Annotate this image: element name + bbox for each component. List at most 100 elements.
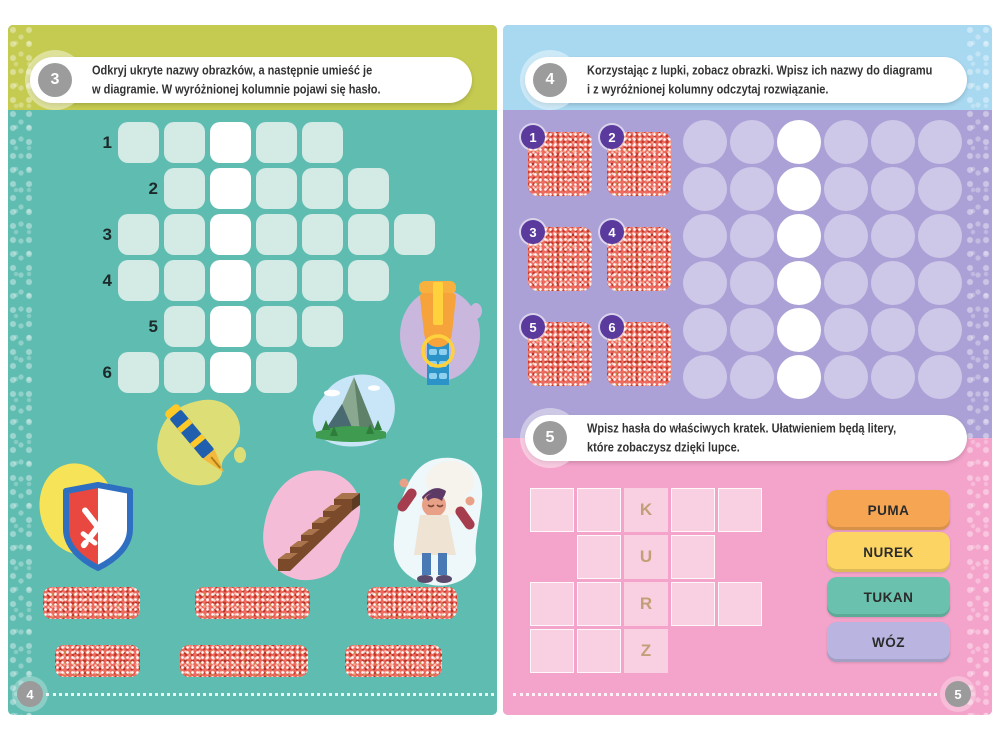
letter-cell-hidden[interactable]: Z: [624, 629, 668, 673]
letter-cell[interactable]: [718, 582, 762, 626]
answer-circle[interactable]: [871, 120, 915, 164]
diagram-cell[interactable]: [348, 260, 389, 301]
diagram-cell[interactable]: [256, 122, 297, 163]
answer-circle[interactable]: [824, 308, 868, 352]
picture-tile[interactable]: 3: [521, 220, 592, 291]
diagram-cell[interactable]: [256, 306, 297, 347]
letter-cell[interactable]: [577, 488, 621, 532]
diagram-cell[interactable]: [164, 306, 205, 347]
word-chip[interactable]: WÓZ: [827, 622, 950, 662]
diagram-cell[interactable]: [348, 168, 389, 209]
diagram-cell[interactable]: [118, 214, 159, 255]
letter-cell[interactable]: [671, 535, 715, 579]
answer-circle[interactable]: [683, 308, 727, 352]
diagram-cell[interactable]: [256, 260, 297, 301]
letter-cell[interactable]: [577, 535, 621, 579]
answer-circle[interactable]: [824, 214, 868, 258]
diagram-cell[interactable]: [302, 260, 343, 301]
answer-circle[interactable]: [871, 167, 915, 211]
answer-circle[interactable]: [730, 214, 774, 258]
letter-cell-hidden[interactable]: K: [624, 488, 668, 532]
answer-circle[interactable]: [730, 120, 774, 164]
diagram-cell[interactable]: [210, 306, 251, 347]
answer-circle[interactable]: [824, 120, 868, 164]
answer-circle[interactable]: [918, 120, 962, 164]
hidden-name-plate[interactable]: [180, 645, 308, 677]
answer-circle[interactable]: [871, 308, 915, 352]
hidden-name-plate[interactable]: [345, 645, 442, 677]
answer-circle[interactable]: [918, 355, 962, 399]
picture-tile[interactable]: 2: [600, 125, 671, 196]
diagram-cell[interactable]: [210, 168, 251, 209]
left-edge-pattern: [8, 25, 35, 715]
letter-cell[interactable]: [671, 582, 715, 626]
answer-circle[interactable]: [777, 214, 821, 258]
answer-circle[interactable]: [777, 261, 821, 305]
picture-tile[interactable]: 1: [521, 125, 592, 196]
diagram-cell[interactable]: [302, 214, 343, 255]
diagram-cell[interactable]: [256, 352, 297, 393]
answer-circle[interactable]: [730, 308, 774, 352]
picture-tile[interactable]: 4: [600, 220, 671, 291]
word-chip[interactable]: PUMA: [827, 490, 950, 530]
diagram-cell[interactable]: [302, 168, 343, 209]
diagram-cell[interactable]: [210, 260, 251, 301]
letter-cell[interactable]: [530, 582, 574, 626]
letter-cell[interactable]: [530, 488, 574, 532]
answer-circle[interactable]: [777, 120, 821, 164]
answer-circle[interactable]: [683, 355, 727, 399]
answer-circle[interactable]: [777, 167, 821, 211]
hidden-name-plate[interactable]: [55, 645, 140, 677]
hidden-name-plate[interactable]: [367, 587, 457, 619]
diagram-cell[interactable]: [210, 214, 251, 255]
diagram-cell[interactable]: [164, 352, 205, 393]
word-chip[interactable]: NUREK: [827, 532, 950, 572]
letter-cell-hidden[interactable]: R: [624, 582, 668, 626]
diagram-cell[interactable]: [164, 260, 205, 301]
answer-circle[interactable]: [777, 308, 821, 352]
diagram-cell[interactable]: [302, 306, 343, 347]
answer-circle[interactable]: [683, 167, 727, 211]
diagram-cell[interactable]: [164, 122, 205, 163]
answer-circle[interactable]: [871, 261, 915, 305]
answer-circle[interactable]: [683, 261, 727, 305]
picture-tile[interactable]: 5: [521, 315, 592, 386]
diagram-cell[interactable]: [394, 214, 435, 255]
answer-circle[interactable]: [918, 308, 962, 352]
answer-circle[interactable]: [824, 355, 868, 399]
answer-circle[interactable]: [730, 167, 774, 211]
diagram-cell[interactable]: [118, 352, 159, 393]
picture-tile[interactable]: 6: [600, 315, 671, 386]
hidden-name-plate[interactable]: [195, 587, 310, 619]
letter-cell[interactable]: [718, 488, 762, 532]
diagram-cell[interactable]: [118, 260, 159, 301]
diagram-cell[interactable]: [118, 122, 159, 163]
diagram-cell[interactable]: [302, 122, 343, 163]
answer-circle[interactable]: [918, 261, 962, 305]
diagram-cell[interactable]: [256, 168, 297, 209]
letter-cell[interactable]: [577, 629, 621, 673]
answer-circle[interactable]: [683, 214, 727, 258]
diagram-cell[interactable]: [256, 214, 297, 255]
diagram-cell[interactable]: [210, 352, 251, 393]
answer-circle[interactable]: [918, 214, 962, 258]
diagram-cell[interactable]: [348, 214, 389, 255]
answer-circle[interactable]: [918, 167, 962, 211]
answer-circle[interactable]: [871, 214, 915, 258]
hidden-name-plate[interactable]: [43, 587, 140, 619]
answer-circle[interactable]: [824, 261, 868, 305]
answer-circle[interactable]: [777, 355, 821, 399]
word-chip[interactable]: TUKAN: [827, 577, 950, 617]
diagram-cell[interactable]: [164, 168, 205, 209]
letter-cell[interactable]: [577, 582, 621, 626]
answer-circle[interactable]: [730, 355, 774, 399]
letter-cell[interactable]: [671, 488, 715, 532]
letter-cell-hidden[interactable]: U: [624, 535, 668, 579]
answer-circle[interactable]: [824, 167, 868, 211]
answer-circle[interactable]: [683, 120, 727, 164]
diagram-cell[interactable]: [164, 214, 205, 255]
letter-cell[interactable]: [530, 629, 574, 673]
answer-circle[interactable]: [871, 355, 915, 399]
diagram-cell[interactable]: [210, 122, 251, 163]
answer-circle[interactable]: [730, 261, 774, 305]
